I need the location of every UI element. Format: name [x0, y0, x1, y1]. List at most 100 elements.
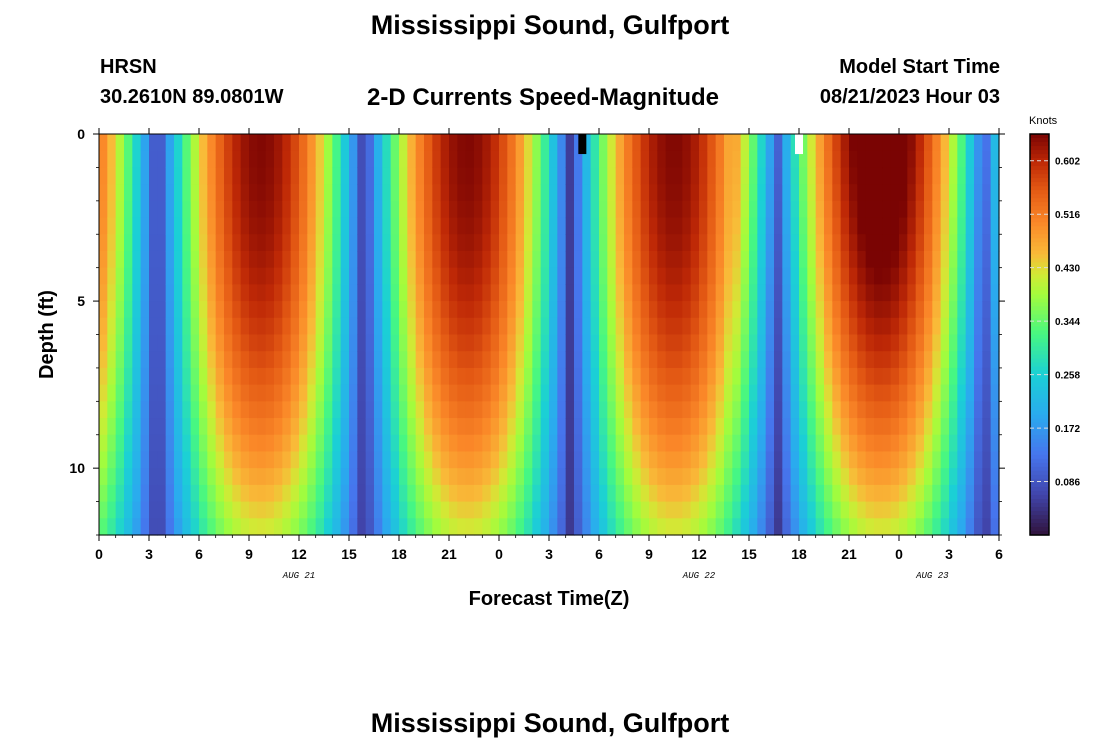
heatmap-cell — [240, 484, 250, 503]
heatmap-cell — [382, 334, 392, 352]
heatmap-cell — [407, 334, 417, 352]
heatmap-cell — [899, 234, 908, 252]
heatmap-cell — [249, 501, 258, 519]
heatmap-cell — [349, 367, 358, 386]
colorbar-segment — [1030, 338, 1049, 344]
x-tick-label: 6 — [195, 546, 203, 562]
heatmap-cell — [207, 468, 217, 486]
heatmap-cell — [849, 501, 858, 519]
heatmap-cell — [199, 351, 208, 369]
heatmap-cell — [507, 468, 517, 486]
heatmap-cell — [924, 134, 933, 152]
heatmap-cell — [932, 217, 942, 235]
heatmap-cell — [724, 301, 733, 319]
heatmap-cell — [257, 468, 267, 486]
heatmap-cell — [257, 518, 267, 536]
heatmap-cell — [224, 150, 233, 169]
heatmap-cell — [865, 484, 875, 503]
heatmap-cell — [590, 200, 600, 219]
heatmap-cell — [599, 334, 608, 352]
heatmap-cell — [957, 317, 967, 336]
heatmap-cell — [165, 518, 175, 536]
heatmap-cell — [974, 250, 983, 269]
heatmap-cell — [599, 384, 608, 402]
heatmap-cell — [415, 334, 425, 352]
heatmap-cell — [632, 184, 642, 202]
heatmap-cell — [549, 451, 558, 469]
heatmap-cell — [640, 167, 650, 185]
heatmap-cell — [207, 451, 217, 469]
heatmap-cell — [282, 200, 292, 219]
heatmap-cell — [215, 200, 225, 219]
heatmap-cell — [407, 351, 417, 369]
heatmap-cell — [682, 451, 692, 469]
heatmap-cell — [99, 267, 108, 285]
heatmap-cell — [365, 150, 375, 169]
heatmap-cell — [840, 167, 850, 185]
heatmap-cell — [699, 234, 708, 252]
heatmap-cell — [790, 200, 800, 219]
heatmap-cell — [332, 418, 342, 436]
heatmap-cell — [457, 468, 467, 486]
heatmap-cell — [240, 518, 250, 536]
heatmap-cell — [690, 267, 700, 285]
heatmap-cell — [390, 301, 400, 319]
heatmap-cell — [832, 217, 842, 235]
heatmap-cell — [107, 150, 117, 169]
heatmap-cell — [765, 150, 775, 169]
heatmap-cell — [540, 418, 550, 436]
heatmap-cell — [765, 484, 775, 503]
heatmap-cell — [349, 384, 358, 402]
heatmap-cell — [824, 134, 833, 152]
heatmap-cell — [365, 317, 375, 336]
heatmap-cell — [815, 217, 825, 235]
heatmap-cell — [474, 134, 483, 152]
heatmap-cell — [657, 501, 667, 519]
heatmap-cell — [832, 167, 842, 185]
heatmap-cell — [465, 234, 475, 252]
heatmap-cell — [257, 384, 267, 402]
heatmap-cell — [632, 451, 642, 469]
heatmap-cell — [724, 134, 733, 152]
heatmap-cell — [940, 367, 950, 386]
heatmap-cell — [632, 484, 642, 503]
heatmap-cell — [265, 217, 275, 235]
heatmap-cell — [340, 334, 350, 352]
heatmap-cell — [724, 267, 733, 285]
heatmap-cell — [540, 150, 550, 169]
heatmap-cell — [374, 451, 383, 469]
heatmap-cell — [707, 234, 717, 252]
heatmap-cell — [99, 134, 108, 152]
heatmap-cell — [565, 434, 575, 453]
x-tick-label: 0 — [95, 546, 103, 562]
heatmap-cell — [215, 217, 225, 235]
heatmap-cell — [440, 418, 450, 436]
heatmap-cell — [574, 434, 583, 453]
heatmap-cell — [424, 301, 433, 319]
heatmap-cell — [299, 367, 308, 386]
heatmap-cell — [907, 234, 917, 252]
heatmap-cell — [874, 418, 883, 436]
heatmap-cell — [724, 351, 733, 369]
heatmap-cell — [332, 468, 342, 486]
heatmap-cell — [574, 267, 583, 285]
heatmap-cell — [132, 200, 142, 219]
heatmap-cell — [715, 150, 725, 169]
heatmap-cell — [832, 401, 842, 419]
heatmap-cell — [365, 167, 375, 185]
heatmap-cell — [474, 200, 483, 219]
heatmap-cell — [290, 317, 300, 336]
heatmap-cell — [849, 284, 858, 302]
y-axis-title: Depth (ft) — [36, 290, 58, 379]
heatmap-cell — [632, 501, 642, 519]
heatmap-cell — [532, 367, 542, 386]
heatmap-cell — [382, 250, 392, 269]
heatmap-cell — [240, 200, 250, 219]
heatmap-cell — [140, 167, 150, 185]
heatmap-cell — [607, 217, 617, 235]
heatmap-cell — [924, 418, 933, 436]
heatmap-cell — [657, 418, 667, 436]
heatmap-cell — [824, 351, 833, 369]
colorbar-segment — [1030, 294, 1049, 300]
heatmap-cell — [190, 434, 200, 453]
